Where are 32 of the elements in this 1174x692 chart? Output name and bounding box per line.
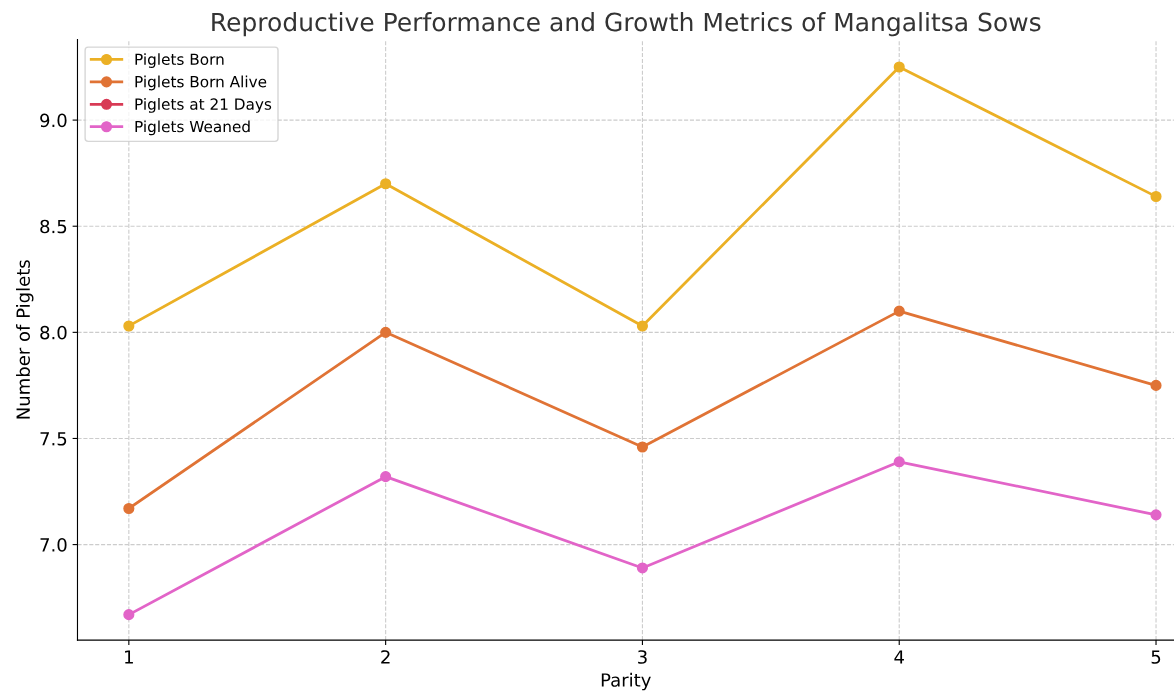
x-tick-label: 3	[638, 650, 647, 664]
point	[123, 609, 135, 621]
legend-label: Piglets Born	[135, 53, 224, 68]
point	[123, 320, 135, 332]
point	[636, 320, 648, 332]
legend-label: Piglets Born Alive	[135, 75, 267, 91]
y-tick-label: 7.5	[40, 432, 67, 446]
point	[1150, 509, 1162, 521]
point	[893, 305, 905, 317]
point	[893, 61, 905, 73]
point	[1150, 190, 1162, 203]
point	[893, 456, 905, 468]
x-tick-label: 1	[125, 650, 133, 664]
y-tick-label: 7.0	[40, 538, 67, 552]
point	[636, 441, 648, 453]
legend-label: Piglets at 21 Days	[135, 98, 272, 113]
x-tick-label: 2	[381, 650, 390, 664]
point	[123, 502, 135, 515]
point	[636, 562, 648, 574]
point	[380, 471, 392, 483]
point	[1150, 379, 1162, 391]
point	[380, 178, 392, 190]
point	[380, 326, 392, 338]
chart-title: Reproductive Performance and Growth Metrics of Mangalitsa Sows	[212, 12, 1041, 37]
y-tick-label: 8.5	[40, 219, 67, 234]
x-axis-title: Parity	[601, 672, 651, 691]
x-tick-label: 4	[894, 650, 904, 664]
y-axis-title: Number of Piglets	[16, 260, 34, 419]
x-tick-label: 5	[1151, 650, 1161, 664]
y-tick-label: 9.0	[40, 113, 67, 128]
y-tick-label: 8.0	[40, 325, 67, 340]
legend-label: Piglets Weaned	[135, 120, 250, 136]
